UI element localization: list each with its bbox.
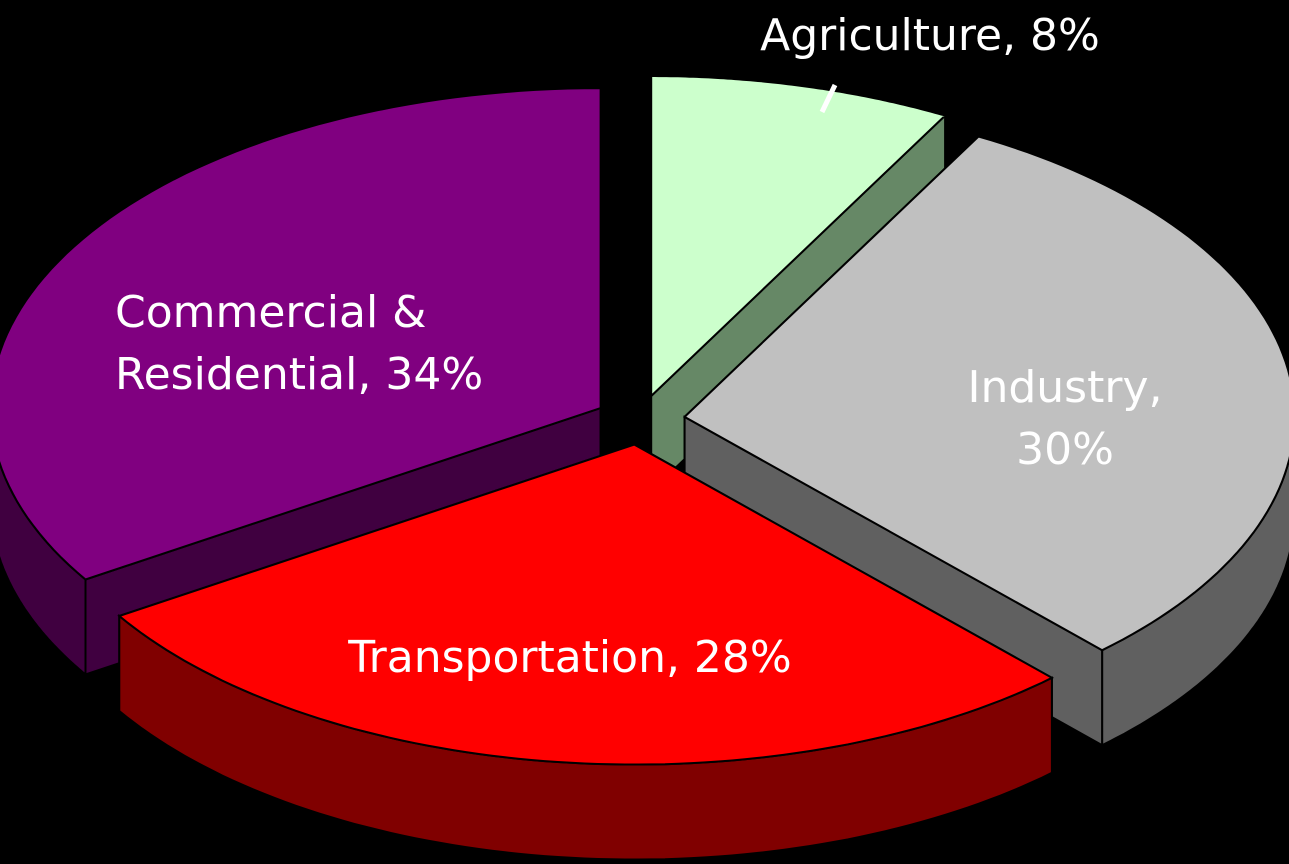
slice	[650, 75, 948, 399]
slice	[117, 443, 1055, 766]
data-label-line: Industry,	[968, 362, 1163, 413]
data-label-line: 30%	[1016, 424, 1114, 475]
data-label: Industry, 30%	[968, 362, 1163, 475]
slice	[0, 87, 602, 581]
data-label: Agriculture, 8%	[760, 10, 1100, 61]
data-label: Transportation, 28%	[347, 632, 791, 683]
leader-line	[819, 83, 838, 114]
data-label: Commercial & Residential, 34%	[115, 287, 483, 400]
data-label-line: Transportation, 28%	[347, 632, 791, 683]
data-label-line: Agriculture, 8%	[760, 10, 1100, 61]
slice	[682, 135, 1289, 652]
data-label-line: Commercial &	[115, 287, 426, 338]
data-label-line: Residential, 34%	[115, 349, 483, 400]
